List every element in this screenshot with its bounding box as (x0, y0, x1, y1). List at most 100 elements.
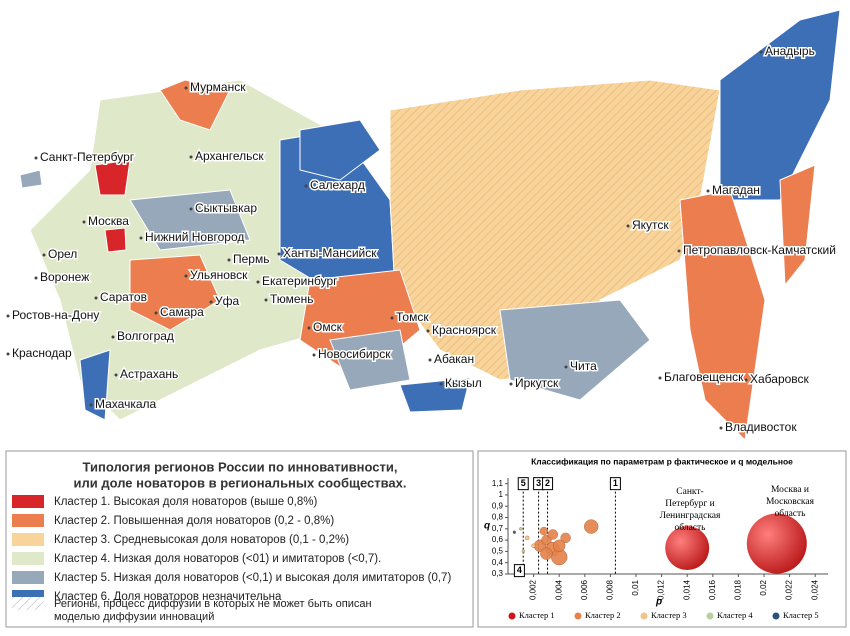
legend-label: Кластер 4. Низкая доля новаторов (<01) и… (54, 553, 381, 565)
legend-swatch (12, 597, 44, 610)
city-dot (189, 207, 193, 211)
city-dot (759, 50, 763, 54)
y-tick-label: 0,6 (492, 535, 504, 544)
city-dot (277, 252, 281, 256)
y-tick-label: 1,1 (492, 479, 504, 488)
region (129, 254, 221, 331)
city-label: Новосибирск (318, 347, 391, 361)
region (299, 119, 381, 181)
city-dot (42, 253, 46, 257)
annotation: 3 (536, 478, 541, 488)
annotation-box (609, 477, 621, 491)
city-label: Благовещенск (664, 370, 744, 384)
bubble (553, 539, 566, 552)
city-dot (6, 314, 10, 318)
city-dot (426, 329, 430, 333)
city-label: Хабаровск (750, 372, 810, 386)
legend-label: Кластер 5. Низкая доля новаторов (<0,1) … (54, 572, 451, 584)
city-label: Архангельск (195, 149, 264, 163)
city-dot (564, 365, 568, 369)
legend-label: Кластер 3. Средневысокая доля новаторов … (54, 534, 349, 546)
legend-dot (508, 612, 516, 620)
city-dot (6, 352, 10, 356)
city-dot (94, 296, 98, 300)
x-tick-label: 0,018 (734, 579, 743, 600)
city-label: Волгоград (117, 329, 174, 343)
city-dot (184, 274, 188, 278)
y-tick-label: 0,3 (492, 569, 504, 578)
legend-swatch (12, 571, 44, 584)
map (19, 9, 841, 442)
bubble (521, 549, 526, 554)
city-label: Кызыл (445, 376, 482, 390)
legend-swatch (12, 514, 44, 527)
x-axis-label: p (655, 597, 662, 608)
region (679, 189, 766, 442)
city-dot (139, 236, 143, 240)
note: Московская (766, 497, 815, 507)
city-label: Анадырь (765, 44, 815, 58)
region (104, 227, 127, 253)
legend-box (5, 450, 474, 628)
x-tick-label: 0,014 (682, 579, 691, 600)
city-label: Уфа (215, 294, 239, 308)
x-tick-label: 0,02 (759, 579, 768, 595)
city-label: Махачкала (95, 397, 157, 411)
city-label: Тюмень (270, 292, 313, 306)
note: Санкт- (676, 487, 703, 497)
city-label: Пермь (233, 252, 269, 266)
legend-swatch (12, 495, 44, 508)
city-dot (89, 403, 93, 407)
city-label: Санкт-Петербург (40, 150, 135, 164)
y-tick-label: 0,4 (492, 558, 504, 567)
annotation-box (517, 477, 529, 491)
city-dot (184, 86, 188, 90)
bubble (746, 513, 807, 574)
city-label: Якутск (632, 218, 669, 232)
city-label: Омск (313, 320, 343, 334)
bubble (584, 519, 599, 534)
city-dot (154, 311, 158, 315)
legend-label: моделью диффузии инноваций (54, 611, 214, 623)
annotation: 4 (517, 565, 522, 575)
note: Петербург и (665, 498, 715, 509)
x-tick-label: 0,006 (580, 579, 589, 600)
y-tick-label: 0,9 (492, 501, 504, 510)
city-dot (304, 184, 308, 188)
legend-label: Кластер 1 (519, 610, 555, 620)
city-dot (264, 298, 268, 302)
legend-label: Кластер 2. Повышенная доля новаторов (0,… (54, 515, 334, 527)
y-tick-label: 0,8 (492, 513, 504, 522)
x-tick-label: 0,024 (810, 579, 819, 600)
x-tick-label: 0,002 (529, 579, 538, 600)
x-tick-label: 0,016 (708, 579, 717, 600)
legend-label: Кластер 4 (717, 610, 753, 620)
chart-title: Классификация по параметрам p фактическо… (531, 456, 793, 466)
legend-label: Кластер 2 (585, 610, 621, 620)
city-dot (509, 382, 513, 386)
note: область (674, 522, 706, 533)
city-dot (34, 156, 38, 160)
city-label: Петропавловск-Камчатский (683, 243, 836, 257)
city-label: Орел (48, 247, 77, 261)
legend-dot (574, 612, 582, 620)
city-label: Воронеж (40, 270, 89, 284)
y-tick-label: 0,5 (492, 547, 504, 556)
legend-label: Кластер 1. Высокая доля новаторов (выше … (54, 496, 317, 508)
x-tick-label: 0,01 (631, 579, 640, 595)
annotation-box (513, 564, 525, 578)
city-label: Самара (160, 305, 204, 319)
legend-title: Типология регионов России по инновативно… (83, 459, 398, 474)
city-dot (111, 335, 115, 339)
city-dot (312, 353, 316, 357)
legend-title: или доле новаторов в региональных сообще… (73, 475, 406, 490)
city-label: Магадан (712, 183, 760, 197)
city-label: Ульяновск (190, 268, 248, 282)
legend-dot (706, 612, 714, 620)
annotation: 1 (613, 478, 618, 488)
city-dot (744, 378, 748, 382)
city-dot (227, 258, 231, 262)
bubble (665, 526, 710, 571)
city-label: Астрахань (120, 367, 178, 381)
